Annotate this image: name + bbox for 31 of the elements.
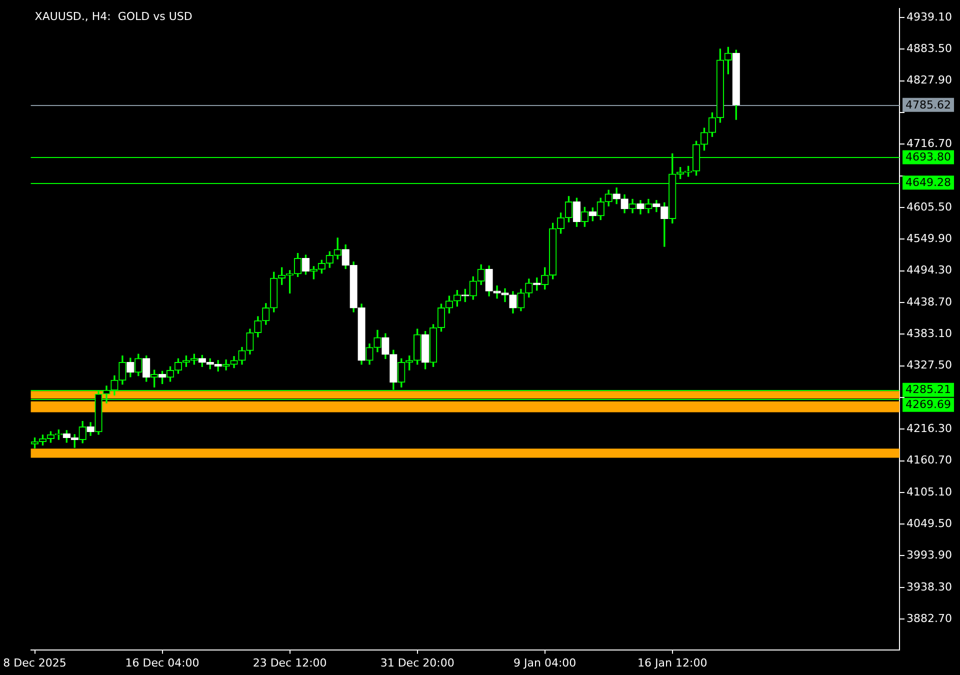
candlestick bbox=[501, 288, 509, 302]
y-tick-label: 4105.10 bbox=[906, 485, 952, 498]
ref-line-label: 4693.80 bbox=[906, 150, 952, 164]
x-tick-label: 23 Dec 12:00 bbox=[252, 656, 327, 670]
y-tick-label: 4827.90 bbox=[906, 74, 952, 87]
y-tick-label: 4327.50 bbox=[906, 358, 952, 372]
y-tick-label: 4160.70 bbox=[906, 454, 952, 467]
y-tick-label: 4494.30 bbox=[906, 264, 952, 277]
y-tick-label: 4716.70 bbox=[906, 137, 952, 150]
y-tick-label: 4883.50 bbox=[906, 42, 952, 56]
y-tick-label: 4605.50 bbox=[906, 200, 952, 214]
y-tick-label: 4438.70 bbox=[906, 295, 952, 308]
y-tick-label: 4216.30 bbox=[906, 422, 952, 435]
candlestick bbox=[493, 285, 501, 299]
x-tick-label: 8 Dec 2025 bbox=[3, 656, 66, 670]
x-tick-label: 16 Jan 12:00 bbox=[638, 656, 708, 670]
y-tick-label: 4549.90 bbox=[906, 232, 952, 246]
ref-line-label: 4285.21 bbox=[906, 383, 952, 396]
ref-line-label: 4649.28 bbox=[906, 176, 952, 189]
x-tick-label: 16 Dec 04:00 bbox=[125, 656, 200, 670]
y-tick-label: 3993.90 bbox=[906, 548, 952, 562]
y-tick-label: 4383.10 bbox=[906, 326, 952, 340]
chart-title: XAUUSD., H4: GOLD vs USD bbox=[34, 10, 192, 23]
ref-line-label: 4269.69 bbox=[906, 398, 952, 412]
y-tick-label: 3938.30 bbox=[906, 580, 952, 594]
y-tick-label: 3882.70 bbox=[906, 612, 952, 625]
ref-line-label: 4785.62 bbox=[906, 98, 952, 112]
y-tick-label: 4939.10 bbox=[906, 10, 952, 24]
x-tick-label: 9 Jan 04:00 bbox=[514, 656, 576, 670]
y-tick-label: 4049.50 bbox=[906, 516, 952, 530]
x-tick-label: 31 Dec 20:00 bbox=[380, 656, 454, 670]
